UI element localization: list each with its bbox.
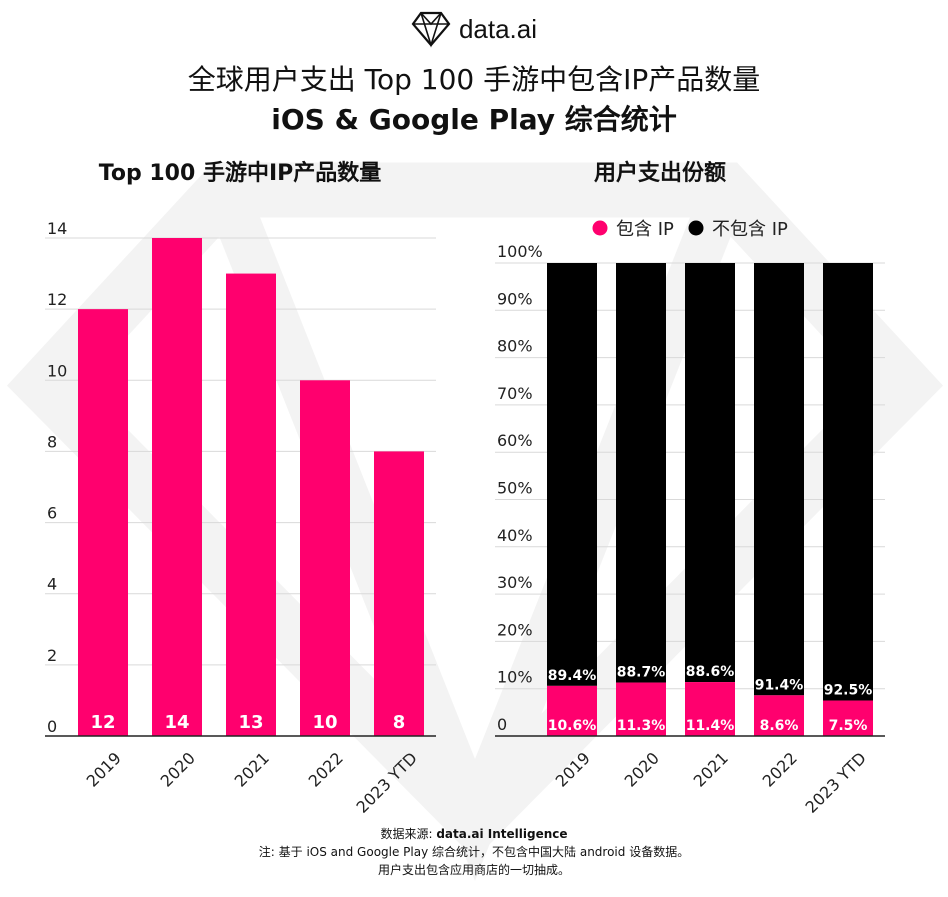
bar — [374, 451, 424, 736]
bar-data-label-excl-ip: 88.6% — [686, 664, 735, 680]
diamond-logo-icon — [411, 11, 451, 48]
y-tick-label: 100% — [497, 242, 543, 261]
y-tick-label: 14 — [47, 219, 67, 238]
bar-segment-excl-ip — [685, 263, 735, 683]
legend-marker — [688, 220, 704, 236]
bar-segment-excl-ip — [547, 263, 597, 686]
note-line-1: 注: 基于 iOS and Google Play 综合统计，不包含中国大陆 a… — [258, 845, 690, 859]
bar — [78, 309, 128, 736]
bar-data-label-excl-ip: 88.7% — [617, 665, 666, 681]
y-tick-label: 20% — [497, 620, 533, 639]
legend-marker — [592, 220, 608, 236]
x-tick-label: 2021 — [690, 748, 732, 790]
bar-data-label-incl-ip: 8.6% — [760, 718, 799, 734]
y-tick-label: 40% — [497, 526, 533, 545]
brand-logo: data.ai — [0, 10, 948, 48]
y-tick-label: 12 — [47, 290, 67, 309]
brand-name: data.ai — [458, 13, 538, 44]
legend-label: 不包含 IP — [712, 219, 788, 240]
legend-label: 包含 IP — [616, 219, 674, 240]
right-chart-title: 用户支出份额 — [593, 161, 726, 186]
title-line-2: iOS & Google Play 综合统计 — [271, 103, 677, 136]
source-name: data.ai Intelligence — [436, 827, 568, 841]
bar-segment-incl-ip — [547, 685, 597, 736]
source-prefix: 数据来源: — [380, 827, 437, 841]
bar-data-label: 8 — [393, 712, 406, 733]
bar-data-label-excl-ip: 91.4% — [755, 677, 804, 693]
bar-segment-incl-ip — [754, 695, 804, 736]
bar-data-label: 12 — [90, 712, 115, 733]
bar-data-label-excl-ip: 89.4% — [548, 668, 597, 684]
bar — [300, 380, 350, 736]
x-tick-label: 2022 — [759, 748, 801, 790]
y-tick-label: 4 — [47, 575, 57, 594]
y-tick-label: 30% — [497, 573, 533, 592]
bar-segment-excl-ip — [823, 263, 873, 701]
y-tick-label: 50% — [497, 479, 533, 498]
y-tick-label: 0 — [47, 717, 57, 736]
bar-data-label-incl-ip: 11.4% — [686, 718, 735, 734]
y-tick-label: 8 — [47, 432, 57, 451]
y-tick-label: 80% — [497, 337, 533, 356]
y-tick-label: 10 — [47, 361, 67, 380]
y-tick-label: 10% — [497, 668, 533, 687]
bar-data-label: 14 — [164, 712, 189, 733]
bar-segment-incl-ip — [685, 682, 735, 736]
bar-segment-excl-ip — [616, 263, 666, 683]
bar-segment-incl-ip — [823, 700, 873, 736]
bar-data-label-incl-ip: 10.6% — [548, 718, 597, 734]
bar-data-label-excl-ip: 92.5% — [824, 683, 873, 699]
bar-data-label-incl-ip: 7.5% — [829, 718, 868, 734]
x-tick-label: 2020 — [621, 748, 663, 790]
left-chart-title: Top 100 手游中IP产品数量 — [98, 161, 382, 186]
bar-data-label: 13 — [238, 712, 263, 733]
note-line-2: 用户支出包含应用商店的一切抽成。 — [377, 863, 570, 877]
x-tick-label: 2019 — [552, 748, 594, 790]
bar-data-label-incl-ip: 11.3% — [617, 718, 666, 734]
y-tick-label: 70% — [497, 384, 533, 403]
y-tick-label: 0 — [497, 715, 507, 734]
source-line: 数据来源: data.ai Intelligence — [0, 825, 948, 843]
bar-segment-excl-ip — [754, 263, 804, 696]
bar-segment-incl-ip — [616, 682, 666, 736]
footer-notes: 数据来源: data.ai Intelligence 注: 基于 iOS and… — [0, 825, 948, 879]
page-title: 全球用户支出 Top 100 手游中包含IP产品数量 iOS & Google … — [0, 60, 948, 140]
y-tick-label: 90% — [497, 289, 533, 308]
y-tick-label: 2 — [47, 646, 57, 665]
title-line-1: 全球用户支出 Top 100 手游中包含IP产品数量 — [187, 63, 761, 96]
bar — [226, 273, 276, 736]
bar-data-label: 10 — [312, 712, 337, 733]
y-tick-label: 6 — [47, 504, 57, 523]
bar — [152, 238, 202, 736]
y-tick-label: 60% — [497, 431, 533, 450]
x-tick-label: 2023 YTD — [802, 748, 870, 816]
